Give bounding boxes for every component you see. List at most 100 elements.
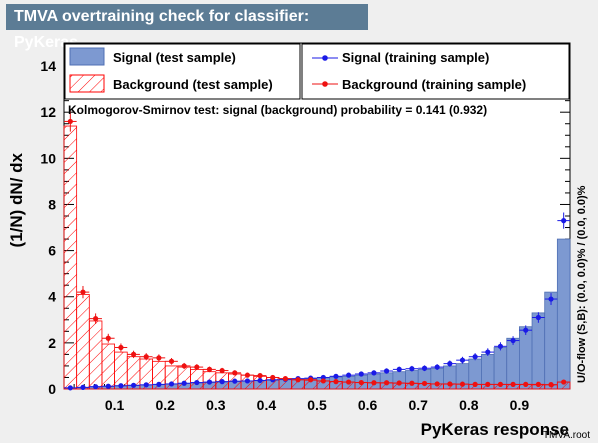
x-tick-label: 0.8 — [459, 397, 479, 413]
x-tick-label: 0.9 — [510, 397, 530, 413]
data-point — [421, 365, 428, 371]
legend-swatch-background-training — [322, 81, 328, 87]
overflow-label: U/O-flow (S,B): (0.0, 0.0)% / (0.0, 0.0)… — [576, 185, 588, 383]
data-point — [105, 335, 111, 341]
data-point — [105, 383, 111, 389]
data-point — [459, 357, 466, 363]
data-point — [156, 381, 162, 387]
data-point — [219, 379, 225, 385]
y-tick-label: 14 — [40, 58, 56, 74]
x-axis-label: PyKeras response — [421, 420, 569, 439]
chart-title: TMVA overtraining check for classifier: … — [6, 4, 368, 51]
y-tick-label: 8 — [48, 196, 56, 212]
y-axis-label: (1/N) dN/ dx — [7, 152, 26, 247]
data-point — [232, 378, 238, 384]
data-point — [358, 379, 364, 386]
data-point — [447, 381, 453, 387]
legend-swatch-signal-test — [69, 47, 105, 66]
x-tick-label: 0.2 — [155, 397, 175, 413]
data-point — [232, 370, 238, 376]
hist-bar — [519, 326, 533, 390]
data-point — [168, 358, 175, 364]
data-point — [535, 381, 541, 387]
legend-box-training — [301, 43, 570, 100]
data-point — [143, 382, 149, 388]
data-point — [485, 349, 491, 355]
x-tick-label: 0.6 — [358, 397, 378, 413]
background-training-points — [64, 111, 570, 388]
data-point — [67, 385, 73, 391]
data-point — [371, 380, 377, 386]
x-tick-label: 0.4 — [257, 397, 277, 413]
data-point — [561, 379, 567, 385]
data-point — [510, 337, 516, 344]
data-point — [383, 368, 390, 374]
legend-label-signal-test: Signal (test sample) — [113, 50, 236, 65]
data-point — [472, 354, 478, 360]
data-point — [257, 373, 263, 379]
data-point — [409, 366, 415, 372]
data-point — [472, 381, 478, 387]
data-point — [93, 384, 99, 390]
hist-bar — [531, 312, 546, 390]
data-point — [118, 344, 124, 351]
hist-bar — [506, 337, 520, 390]
data-point — [320, 378, 326, 384]
data-point — [548, 296, 554, 302]
y-tick-label: 2 — [48, 335, 56, 351]
data-point — [523, 327, 529, 333]
data-point — [409, 380, 415, 386]
x-tick-label: 0.1 — [105, 397, 125, 413]
data-point — [156, 355, 162, 361]
ks-annotation: Kolmogorov-Smirnov test: signal (backgro… — [68, 103, 487, 117]
data-point — [181, 363, 187, 369]
y-tick-label: 10 — [40, 150, 56, 166]
data-point — [194, 364, 200, 370]
data-point — [497, 381, 504, 387]
hist-bar — [556, 238, 571, 390]
data-point — [295, 377, 301, 383]
data-point — [308, 377, 314, 383]
signal-training-points — [64, 212, 570, 391]
data-point — [485, 381, 491, 387]
data-point — [206, 366, 213, 372]
legend-label-background-training: Background (training sample) — [342, 77, 526, 92]
data-point — [346, 372, 352, 378]
data-point — [143, 354, 149, 360]
data-point — [497, 343, 504, 349]
y-tick-label: 4 — [48, 289, 56, 305]
data-point — [194, 379, 200, 386]
x-tick-label: 0.5 — [307, 397, 327, 413]
data-point — [80, 289, 86, 295]
data-point — [80, 384, 86, 390]
data-point — [244, 372, 251, 378]
hist-bar — [63, 125, 78, 390]
data-point — [358, 371, 364, 377]
legend-label-background-test: Background (test sample) — [113, 77, 273, 92]
data-point — [181, 380, 187, 386]
data-point — [333, 379, 339, 385]
x-tick-label: 0.3 — [206, 397, 226, 413]
hist-bar — [544, 291, 558, 390]
data-point — [561, 218, 567, 224]
data-point — [168, 381, 175, 387]
data-point — [130, 351, 137, 357]
hist-bar — [76, 294, 90, 390]
y-tick-label: 6 — [48, 243, 56, 259]
hist-bar — [88, 320, 103, 390]
data-point — [130, 382, 137, 388]
data-point — [421, 380, 428, 387]
source-label: TMVA.root — [543, 430, 590, 441]
data-point — [118, 383, 124, 389]
data-point — [396, 366, 402, 372]
data-point — [244, 378, 251, 384]
data-point — [459, 381, 466, 387]
hist-bar — [101, 343, 115, 390]
axis-labels: PyKeras response (1/N) dN/ dx U/O-flow (S,… — [7, 103, 590, 441]
data-point — [510, 381, 516, 387]
plot-frame — [63, 42, 571, 390]
y-tick-label: 0 — [48, 381, 56, 397]
legend-swatch-background-test — [69, 74, 105, 93]
data-point — [434, 381, 440, 387]
